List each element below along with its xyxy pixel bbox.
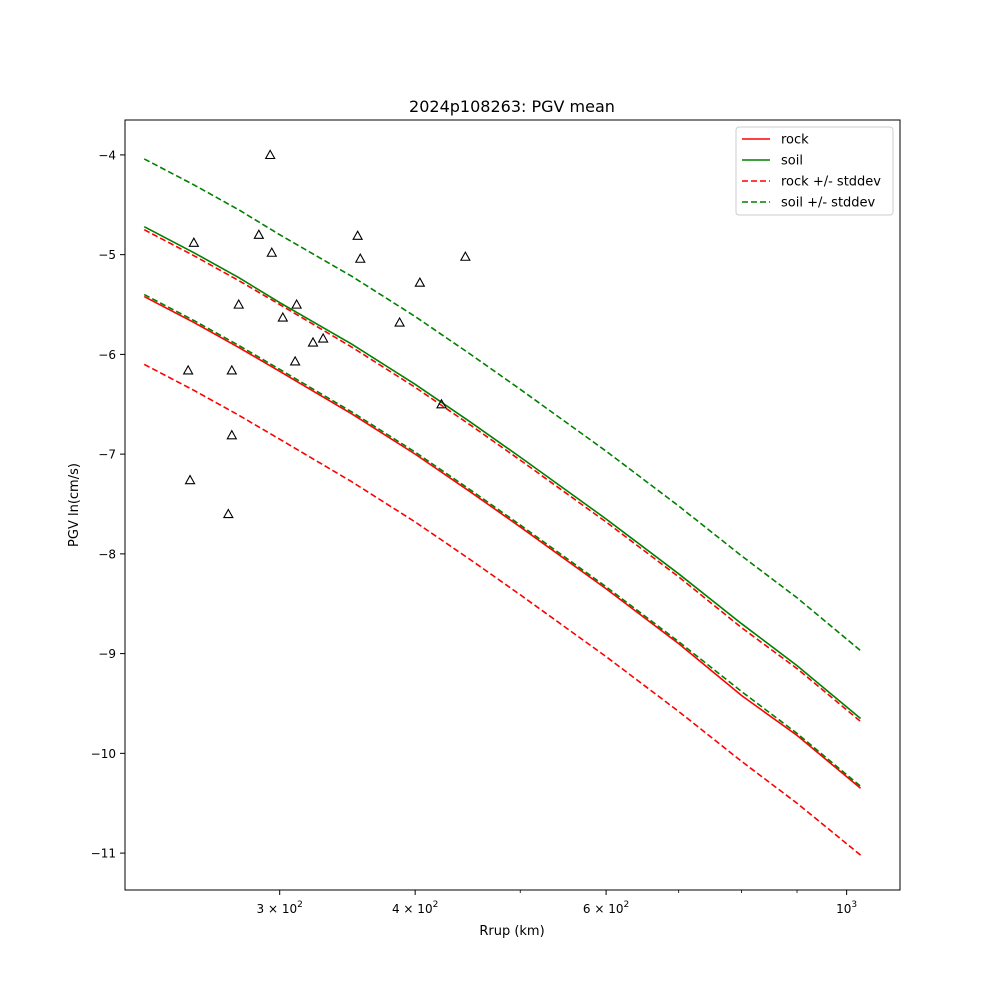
observation-point <box>352 230 364 240</box>
legend-label: rock <box>781 133 809 148</box>
observation-point <box>414 276 426 287</box>
y-tick-label: −6 <box>98 348 116 362</box>
observation-point <box>354 253 366 263</box>
x-axis-label: Rrup (km) <box>479 924 544 939</box>
observation-point <box>264 149 276 160</box>
observation-point <box>184 474 196 485</box>
observation-point <box>226 429 238 440</box>
observation-point <box>394 316 406 327</box>
observation-point <box>317 332 329 343</box>
observation-point <box>291 298 303 309</box>
y-tick-label: −10 <box>91 747 116 761</box>
series-line-soil-stddev-5 <box>143 293 862 787</box>
chart-title: 2024p108263: PGV mean <box>409 97 615 116</box>
series-line-rock-stddev-3 <box>143 363 862 856</box>
y-tick-label: −4 <box>98 148 116 162</box>
x-tick-label: 6 × 102 <box>583 900 629 916</box>
series-line-rock-stddev-2 <box>143 229 862 723</box>
observation-point <box>226 364 238 375</box>
observation-point <box>459 251 471 261</box>
observation-point <box>266 247 278 257</box>
y-tick-label: −11 <box>91 847 116 861</box>
x-axis: 3 × 102 4 × 102 6 × 102 103 <box>257 890 857 916</box>
x-tick-label: 103 <box>836 900 857 916</box>
observation-point <box>289 355 301 366</box>
y-axis: −11 −10 −9 −8 −7 −6 −5 −4 <box>91 148 125 861</box>
plot-area <box>124 119 901 891</box>
y-tick-label: −5 <box>98 248 116 262</box>
observation-point <box>436 398 447 409</box>
legend-label: soil <box>781 154 803 169</box>
x-tick-label: 4 × 102 <box>392 900 438 916</box>
observation-point <box>277 311 289 322</box>
observation-point <box>188 237 200 247</box>
series-line-soil-stddev-4 <box>143 158 862 652</box>
observation-point <box>253 229 265 239</box>
plot-frame <box>124 119 901 891</box>
series-line-rock <box>143 295 862 789</box>
y-tick-label: −9 <box>98 647 116 661</box>
series-line-soil <box>143 226 862 720</box>
legend-label: soil +/- stddev <box>781 196 876 211</box>
y-axis-label: PGV ln(cm/s) <box>67 463 82 547</box>
legend-label: rock +/- stddev <box>781 175 881 190</box>
observation-point <box>307 336 319 347</box>
observation-point <box>233 298 245 309</box>
x-tick-label: 3 × 102 <box>257 900 303 916</box>
observation-point <box>182 364 194 375</box>
legend: rock soil rock +/- stddev soil +/- stddev <box>735 126 894 216</box>
y-tick-label: −8 <box>98 547 116 561</box>
y-tick-label: −7 <box>98 448 116 462</box>
observation-point <box>222 508 234 519</box>
legend-box <box>735 126 894 216</box>
